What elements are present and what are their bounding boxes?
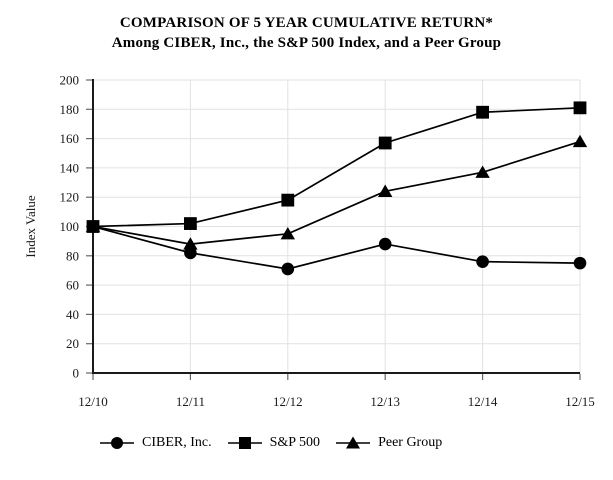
svg-text:140: 140 xyxy=(60,160,80,175)
svg-text:20: 20 xyxy=(66,336,79,351)
legend-item-sp500: S&P 500 xyxy=(227,435,321,451)
svg-text:160: 160 xyxy=(60,131,80,146)
chart-title-line2: Among CIBER, Inc., the S&P 500 Index, an… xyxy=(111,35,502,51)
svg-text:60: 60 xyxy=(66,278,79,293)
svg-text:120: 120 xyxy=(60,190,80,205)
svg-text:100: 100 xyxy=(60,219,80,234)
svg-text:0: 0 xyxy=(73,366,80,381)
svg-text:40: 40 xyxy=(66,307,79,322)
svg-text:12/15: 12/15 xyxy=(565,394,595,409)
chart-title-line1: COMPARISON OF 5 YEAR CUMULATIVE RETURN* xyxy=(119,15,494,31)
svg-text:80: 80 xyxy=(66,248,79,263)
chart-title: COMPARISON OF 5 YEAR CUMULATIVE RETURN* … xyxy=(0,13,613,53)
legend-label-sp500: S&P 500 xyxy=(269,435,321,450)
svg-text:12/10: 12/10 xyxy=(78,394,108,409)
svg-text:12/14: 12/14 xyxy=(468,394,498,409)
chart-legend: CIBER, Inc. S&P 500 Peer Group xyxy=(100,431,442,455)
legend-label-peer-group: Peer Group xyxy=(378,435,443,450)
legend-item-peer-group: Peer Group xyxy=(336,435,442,451)
svg-text:180: 180 xyxy=(60,102,80,117)
svg-text:12/13: 12/13 xyxy=(370,394,400,409)
svg-text:12/11: 12/11 xyxy=(176,394,205,409)
legend-label-ciber: CIBER, Inc. xyxy=(142,435,212,450)
square-marker-icon xyxy=(227,437,262,449)
legend-item-ciber: CIBER, Inc. xyxy=(100,435,212,451)
circle-marker-icon xyxy=(100,437,134,449)
svg-text:200: 200 xyxy=(60,73,80,88)
svg-text:12/12: 12/12 xyxy=(273,394,303,409)
triangle-marker-icon xyxy=(336,436,371,449)
svg-text:Index Value: Index Value xyxy=(23,195,38,257)
